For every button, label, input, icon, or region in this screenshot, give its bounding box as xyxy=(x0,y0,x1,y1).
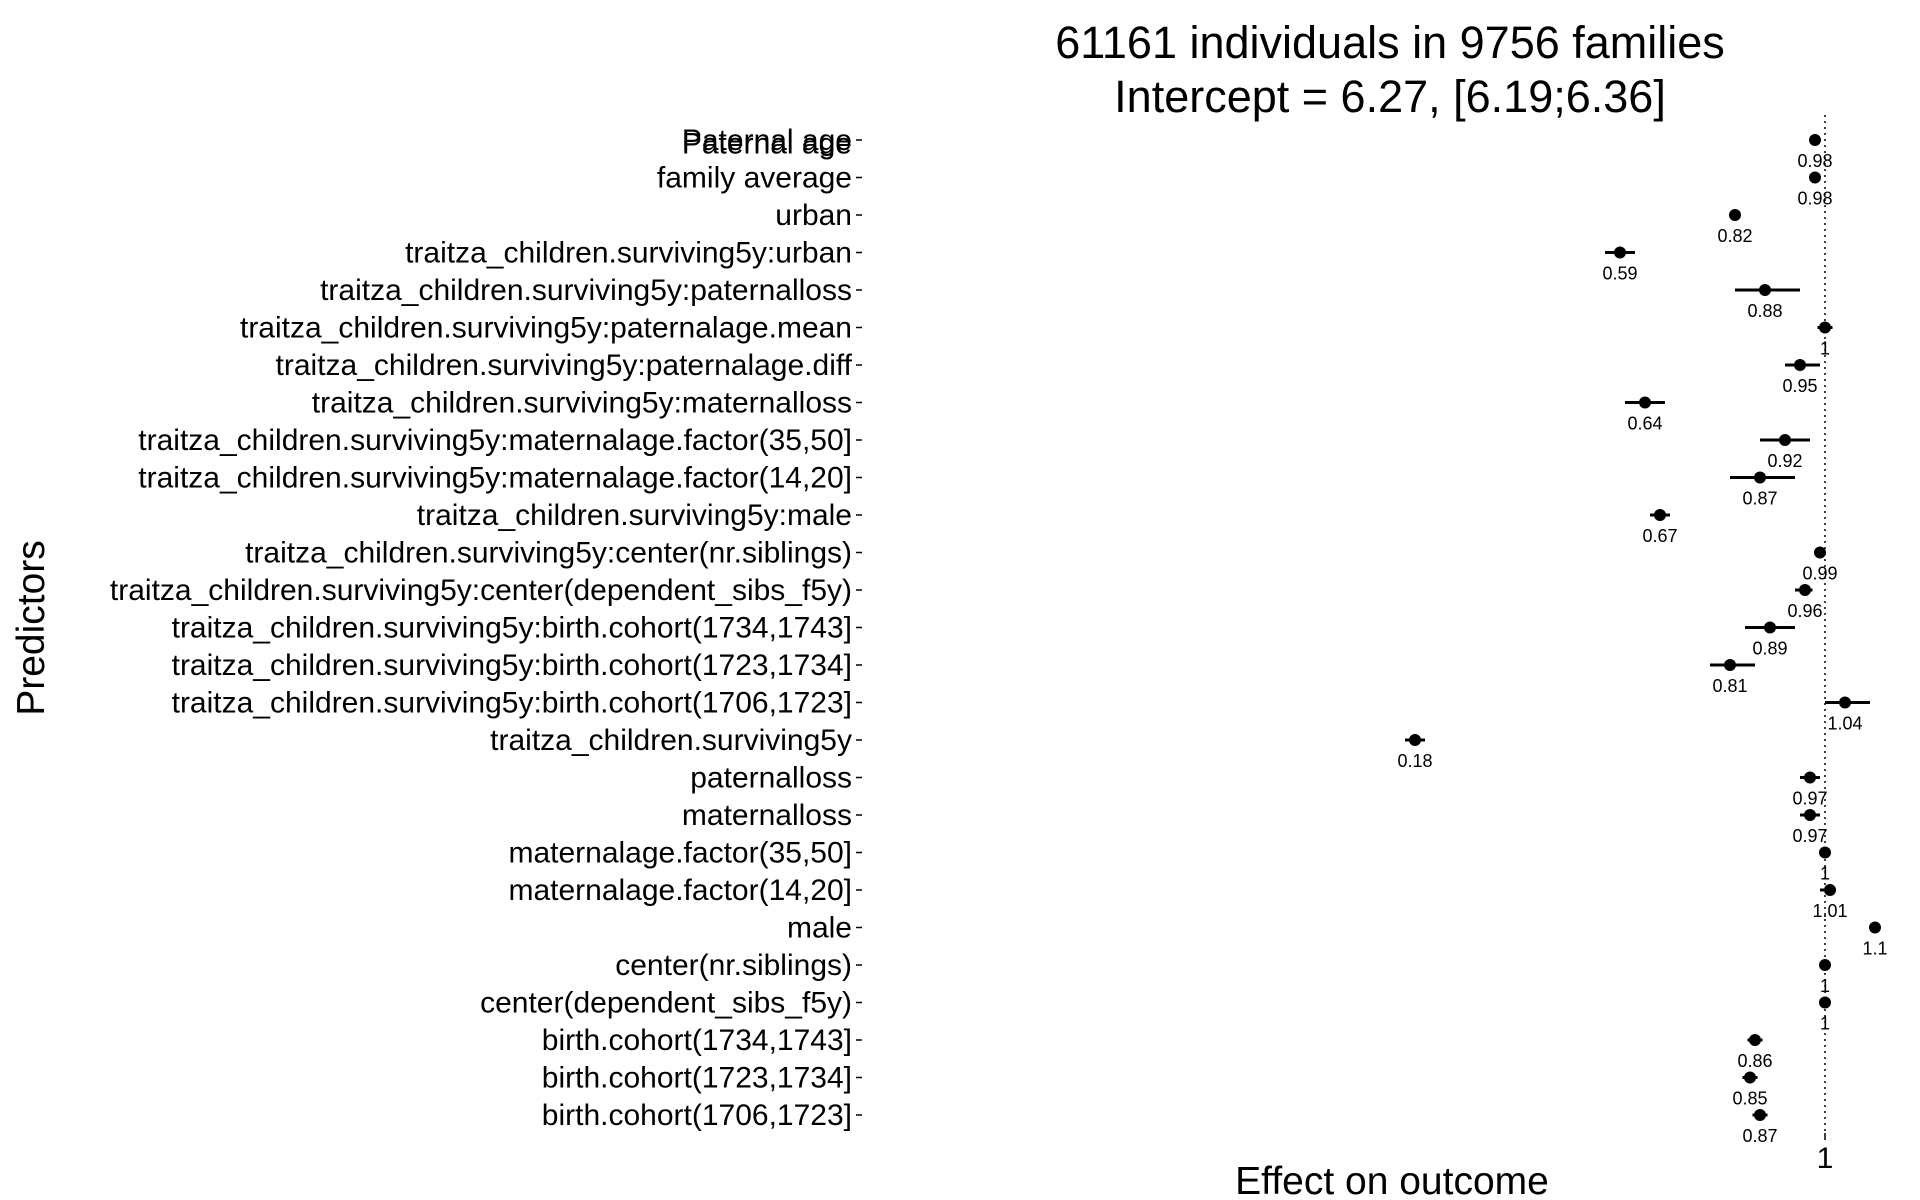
value-label: 0.85 xyxy=(1732,1089,1767,1109)
estimate-point xyxy=(1819,846,1831,859)
predictor-label: birth.cohort(1723,1734] xyxy=(542,1062,852,1095)
y-axis-ticks xyxy=(856,139,862,1116)
value-label: 0.89 xyxy=(1752,639,1787,659)
estimate-point xyxy=(1409,734,1421,746)
estimate-points xyxy=(1409,134,1881,1121)
estimate-point xyxy=(1824,884,1836,896)
predictor-label: Paternal age xyxy=(682,124,852,157)
value-label: 0.99 xyxy=(1802,564,1837,584)
value-label: 0.82 xyxy=(1717,226,1752,246)
estimate-point xyxy=(1869,921,1881,934)
estimate-point xyxy=(1809,134,1821,146)
value-label: 0.96 xyxy=(1787,601,1822,621)
chart-title-line-1: 61161 individuals in 9756 families xyxy=(1055,17,1725,68)
estimate-point xyxy=(1744,1071,1756,1084)
value-label: 0.88 xyxy=(1747,301,1782,321)
predictor-label: traitza_children.surviving5y:urban xyxy=(405,237,852,270)
predictor-label: traitza_children.surviving5y:maternalage… xyxy=(138,424,852,457)
value-labels: 0.980.980.820.590.8810.950.640.920.870.6… xyxy=(1397,151,1887,1146)
x-axis-tick-label: 1 xyxy=(1817,1142,1834,1175)
estimate-point xyxy=(1809,171,1821,184)
estimate-point xyxy=(1654,509,1666,521)
predictor-label: paternalloss xyxy=(690,762,852,795)
predictor-label: birth.cohort(1706,1723] xyxy=(542,1099,852,1132)
predictor-label: center(dependent_sibs_f5y) xyxy=(480,987,852,1020)
value-label: 1 xyxy=(1820,339,1830,359)
estimate-point xyxy=(1754,1109,1766,1121)
estimate-point xyxy=(1724,659,1736,671)
value-label: 0.87 xyxy=(1742,489,1777,509)
predictor-label: traitza_children.surviving5y:birth.cohor… xyxy=(172,612,852,645)
chart-title-line-2: Intercept = 6.27, [6.19;6.36] xyxy=(1114,71,1666,122)
value-label: 1 xyxy=(1820,976,1830,996)
predictor-label: traitza_children.surviving5y:paternallos… xyxy=(320,274,852,307)
predictor-label: traitza_children.surviving5y:paternalage… xyxy=(276,349,853,382)
x-axis-title: Effect on outcome xyxy=(1235,1160,1549,1200)
estimate-point xyxy=(1764,621,1776,634)
value-label: 1.04 xyxy=(1827,714,1862,734)
value-label: 1 xyxy=(1820,1014,1830,1034)
value-label: 0.95 xyxy=(1782,376,1817,396)
value-label: 0.92 xyxy=(1767,451,1802,471)
predictor-label: traitza_children.surviving5y xyxy=(490,724,852,757)
estimate-point xyxy=(1614,246,1626,259)
value-label: 0.87 xyxy=(1742,1126,1777,1146)
value-label: 0.98 xyxy=(1797,189,1832,209)
estimate-point xyxy=(1804,771,1816,784)
estimate-point xyxy=(1799,584,1811,596)
y-axis-title: Predictors xyxy=(10,540,53,716)
predictor-label: traitza_children.surviving5y:birth.cohor… xyxy=(172,687,852,720)
estimate-point xyxy=(1819,996,1831,1009)
value-label: 0.59 xyxy=(1602,264,1637,284)
predictor-label: traitza_children.surviving5y:male xyxy=(417,499,852,532)
estimate-point xyxy=(1729,209,1741,221)
error-bars xyxy=(1405,138,1878,1117)
value-label: 0.64 xyxy=(1627,414,1662,434)
predictor-label: traitza_children.surviving5y:maternalage… xyxy=(138,462,852,495)
value-label: 0.81 xyxy=(1712,676,1747,696)
value-label: 1.1 xyxy=(1862,939,1887,959)
predictor-label: traitza_children.surviving5y:birth.cohor… xyxy=(172,649,852,682)
estimate-point xyxy=(1639,396,1651,409)
value-label: 1 xyxy=(1820,864,1830,884)
value-label: 0.18 xyxy=(1397,751,1432,771)
estimate-point xyxy=(1749,1034,1761,1046)
predictor-label: maternalage.factor(14,20] xyxy=(508,874,852,907)
predictor-label: Paternal age family average xyxy=(657,128,852,195)
estimate-point xyxy=(1804,809,1816,821)
estimate-point xyxy=(1759,284,1771,296)
predictor-label: maternalloss xyxy=(682,799,852,832)
predictor-label: birth.cohort(1734,1743] xyxy=(542,1024,852,1057)
predictor-label: maternalage.factor(35,50] xyxy=(508,837,852,870)
predictor-label: urban xyxy=(775,199,852,232)
value-label: 0.97 xyxy=(1792,826,1827,846)
predictor-label: male xyxy=(787,912,852,945)
estimate-point xyxy=(1779,434,1791,446)
estimate-point xyxy=(1754,471,1766,484)
predictor-label: traitza_children.surviving5y:paternalage… xyxy=(240,312,852,345)
predictor-label-line: family average xyxy=(657,162,852,195)
estimate-point xyxy=(1814,546,1826,559)
estimate-point xyxy=(1819,321,1831,334)
predictor-label-line: Paternal age xyxy=(682,128,852,161)
predictor-label: traitza_children.surviving5y:center(nr.s… xyxy=(245,537,852,570)
value-label: 0.86 xyxy=(1737,1051,1772,1071)
predictor-label: traitza_children.surviving5y:center(depe… xyxy=(110,574,852,607)
estimate-point xyxy=(1819,959,1831,971)
estimate-point xyxy=(1794,359,1806,371)
value-label: 1.01 xyxy=(1812,901,1847,921)
value-label: 0.67 xyxy=(1642,526,1677,546)
value-label: 0.98 xyxy=(1797,151,1832,171)
estimate-point xyxy=(1839,696,1851,709)
predictor-label: center(nr.siblings) xyxy=(615,949,852,982)
value-label: 0.97 xyxy=(1792,789,1827,809)
predictor-label: traitza_children.surviving5y:maternallos… xyxy=(312,387,852,420)
